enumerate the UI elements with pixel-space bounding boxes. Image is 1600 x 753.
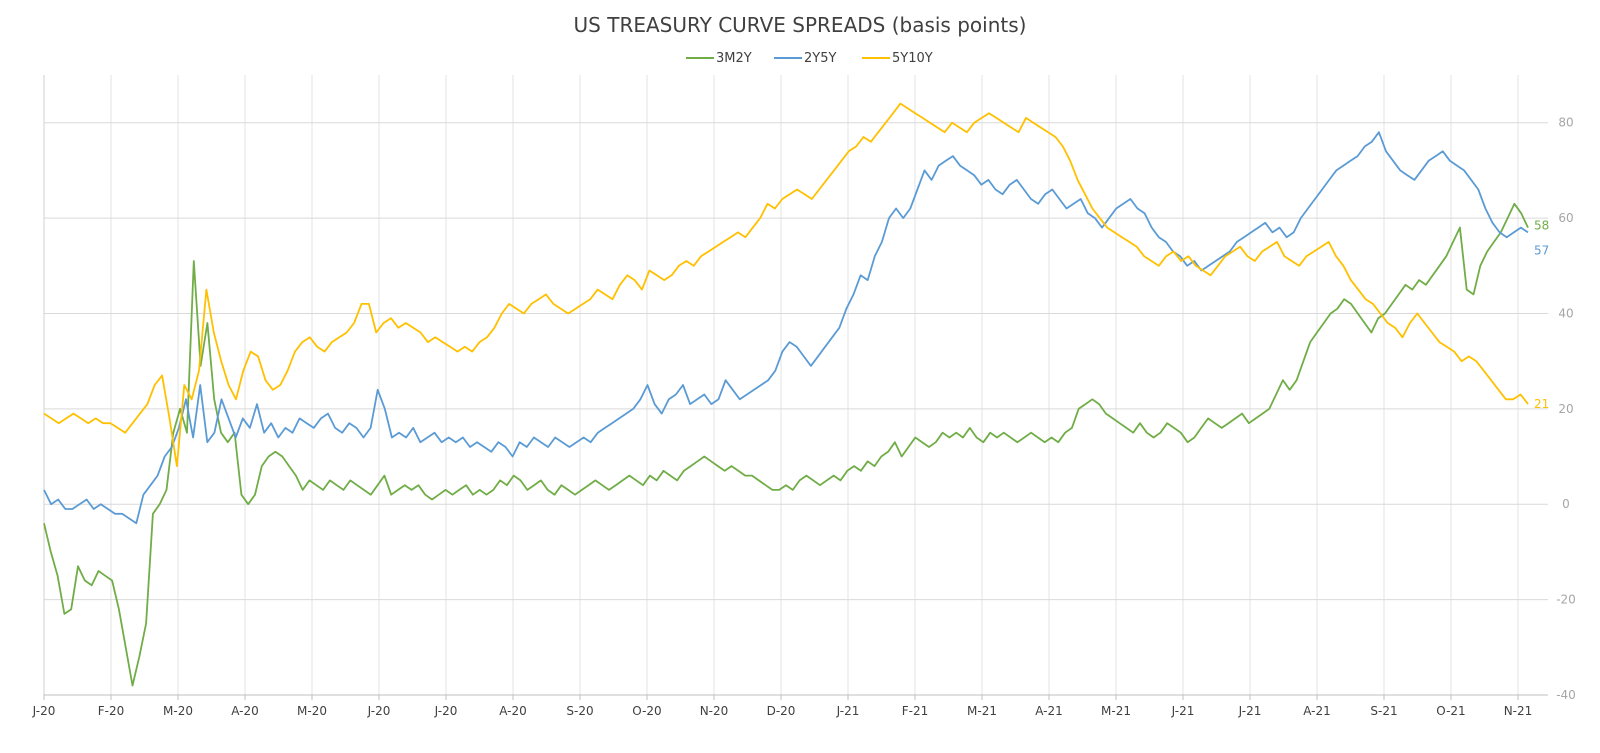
x-tick-label: J-21 <box>836 704 860 718</box>
x-tick-label: J-20 <box>367 704 391 718</box>
legend: 3M2Y 2Y5Y 5Y10Y <box>686 51 933 66</box>
x-axis: J-20 F-20 M-20 A-20 M-20 J-20 J-20 A-20 S-20 O-20… <box>32 695 1533 718</box>
series-line-5y10y <box>43 102 1529 468</box>
end-label-3m2y: 58 <box>1534 219 1549 233</box>
series-line-3m2y <box>43 202 1529 687</box>
x-tick-label: A-20 <box>499 704 527 718</box>
chart-title: US TREASURY CURVE SPREADS (basis points) <box>574 13 1027 37</box>
x-tick-label: N-20 <box>700 704 729 718</box>
x-tick-label: O-20 <box>632 704 661 718</box>
x-tick-label: M-20 <box>163 704 193 718</box>
x-tick-label: J-21 <box>1238 704 1262 718</box>
x-tick-label: A-21 <box>1035 704 1063 718</box>
end-label-2y5y: 57 <box>1534 243 1549 257</box>
x-tick-label: D-20 <box>767 704 796 718</box>
y-tick-label: 80 <box>1558 116 1573 130</box>
legend-label-3m2y: 3M2Y <box>716 51 752 66</box>
y-tick-label: -20 <box>1556 593 1576 607</box>
x-tick-label: A-21 <box>1303 704 1331 718</box>
x-tick-label: N-21 <box>1504 704 1533 718</box>
x-tick-label: A-20 <box>231 704 259 718</box>
legend-label-5y10y: 5Y10Y <box>892 51 933 66</box>
x-tick-label: M-21 <box>967 704 997 718</box>
x-tick-label: S-21 <box>1370 704 1397 718</box>
x-tick-label: S-20 <box>566 704 593 718</box>
y-tick-label: -40 <box>1556 688 1576 702</box>
x-tick-label: J-21 <box>1171 704 1195 718</box>
y-tick-label: 60 <box>1558 211 1573 225</box>
x-tick-label: F-20 <box>98 704 125 718</box>
x-tick-label: F-21 <box>902 704 929 718</box>
series-lines <box>43 102 1529 687</box>
y-tick-label: 40 <box>1558 306 1573 320</box>
x-tick-label: M-20 <box>297 704 327 718</box>
y-tick-label: 0 <box>1562 497 1570 511</box>
y-tick-label: 20 <box>1558 402 1573 416</box>
y-axis: 80 60 40 20 0 -20 -40 <box>1556 116 1576 702</box>
end-label-5y10y: 21 <box>1534 397 1549 411</box>
legend-label-2y5y: 2Y5Y <box>804 51 836 66</box>
series-line-2y5y <box>43 131 1529 525</box>
x-tick-label: O-21 <box>1436 704 1465 718</box>
end-labels: 58 57 21 <box>1534 219 1549 411</box>
x-tick-label: J-20 <box>434 704 458 718</box>
x-tick-label: J-20 <box>32 704 56 718</box>
x-tick-label: M-21 <box>1101 704 1131 718</box>
